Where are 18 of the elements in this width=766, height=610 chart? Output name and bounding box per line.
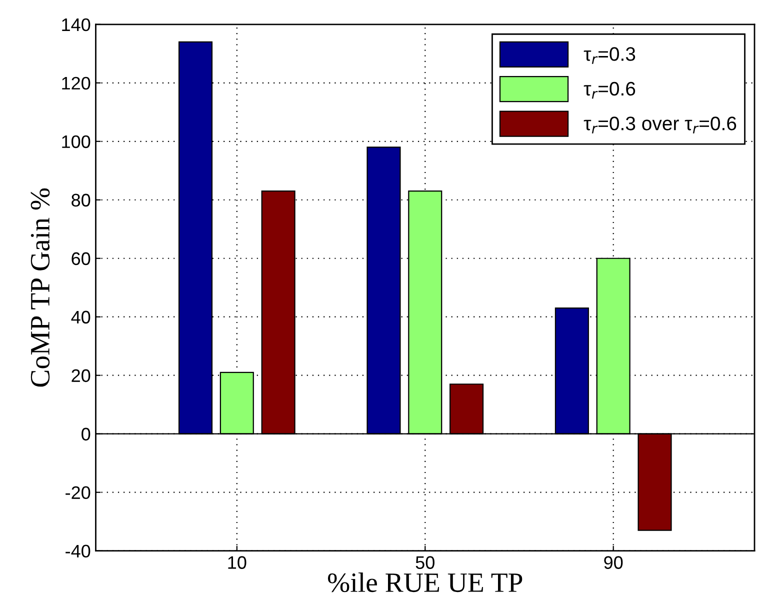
y-tick-label: -40 [66,544,90,558]
y-tick-label: 60 [72,252,90,266]
x-tick-label: 50 [416,556,434,569]
y-tick-label: 120 [62,76,90,90]
legend-label: τ$_{r}$=0.3 over τ$_{r}$=0.6 [584,116,736,134]
y-axis-title: CoMP TP Gain % [30,188,50,387]
x-tick-label: 90 [604,556,623,569]
y-tick-label: 100 [62,135,90,148]
y-tick-label: 80 [72,194,90,207]
y-tick-label: 140 [62,18,90,32]
y-tick-label: 0 [82,428,90,441]
x-axis-title: %ile RUE UE TP [328,572,522,592]
legend-label: τ$_{r}$=0.6 [584,82,636,99]
y-tick-label: 40 [71,310,90,324]
y-tick-label: 20 [72,369,90,382]
x-tick-label: 10 [228,556,246,569]
legend-label: τ$_{r}$=0.3 [584,47,636,64]
y-tick-label: -20 [66,486,90,500]
